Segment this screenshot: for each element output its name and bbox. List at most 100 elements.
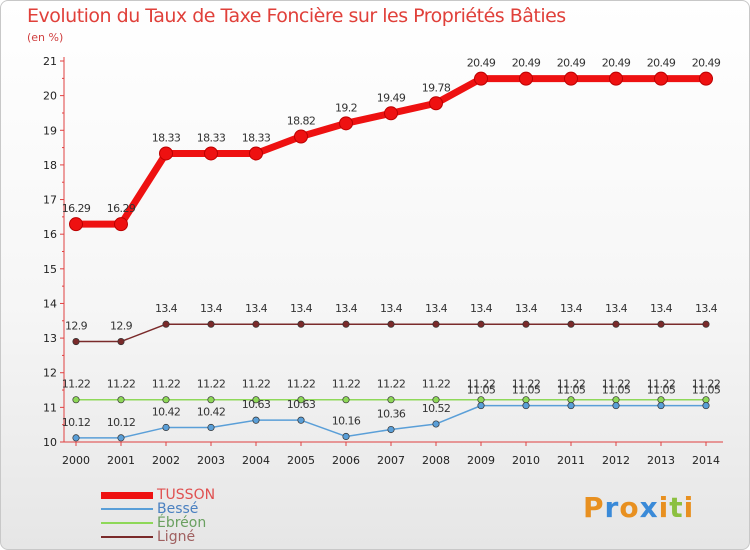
- data-point: [297, 416, 305, 424]
- data-point: [252, 396, 260, 404]
- data-point: [297, 396, 305, 404]
- data-label: 13.4: [695, 302, 718, 315]
- data-label: 10.63: [242, 398, 271, 411]
- data-label: 12.9: [110, 320, 133, 333]
- data-point: [702, 402, 710, 410]
- data-label: 13.4: [335, 302, 358, 315]
- data-label: 10.36: [377, 408, 406, 421]
- x-tick-label: 2005: [287, 454, 315, 467]
- data-point: [72, 396, 80, 404]
- legend-swatch: [101, 536, 153, 538]
- data-label: 20.49: [512, 57, 541, 70]
- data-point: [657, 320, 665, 328]
- data-point: [162, 396, 170, 404]
- legend-item: Bessé: [101, 502, 198, 516]
- data-point: [567, 320, 575, 328]
- data-label: 13.4: [155, 302, 178, 315]
- data-point: [699, 71, 713, 86]
- legend-swatch: [101, 522, 153, 524]
- x-tick-label: 2011: [557, 454, 585, 467]
- x-tick-label: 2004: [242, 454, 270, 467]
- data-point: [567, 402, 575, 410]
- x-tick-label: 2002: [152, 454, 180, 467]
- data-point: [612, 402, 620, 410]
- data-label: 13.4: [245, 302, 268, 315]
- data-label: 13.4: [290, 302, 313, 315]
- x-tick-label: 2001: [107, 454, 135, 467]
- x-tick-label: 2010: [512, 454, 540, 467]
- data-point: [72, 434, 80, 442]
- logo-letter: x: [639, 491, 659, 524]
- data-point: [252, 320, 260, 328]
- data-label: 10.52: [422, 402, 451, 415]
- data-label: 11.22: [242, 378, 271, 391]
- data-point: [519, 71, 533, 86]
- x-tick-label: 2013: [647, 454, 675, 467]
- data-label: 16.29: [107, 202, 136, 215]
- data-point: [207, 320, 215, 328]
- data-label: 10.63: [287, 398, 316, 411]
- data-label: 13.4: [560, 302, 583, 315]
- data-point: [612, 320, 620, 328]
- data-point: [702, 396, 710, 404]
- y-tick-label: 11: [43, 401, 57, 414]
- legend-item: Ligné: [101, 530, 195, 544]
- data-label: 13.4: [650, 302, 673, 315]
- data-label: 11.22: [152, 378, 181, 391]
- data-point: [657, 402, 665, 410]
- data-point: [432, 396, 440, 404]
- data-point: [117, 434, 125, 442]
- chart-title: Evolution du Taux de Taxe Foncière sur l…: [27, 5, 566, 27]
- y-tick-label: 17: [43, 194, 57, 207]
- data-label: 11.22: [287, 378, 316, 391]
- data-label: 10.12: [62, 416, 91, 429]
- data-point: [384, 106, 398, 121]
- data-label: 11.22: [422, 378, 451, 391]
- data-point: [204, 146, 218, 161]
- data-label: 13.4: [425, 302, 448, 315]
- x-tick-label: 2014: [692, 454, 720, 467]
- data-label: 11.22: [512, 378, 541, 391]
- legend-label: Bessé: [157, 501, 199, 517]
- data-label: 20.49: [557, 57, 586, 70]
- data-label: 19.2: [335, 101, 357, 114]
- data-label: 18.33: [242, 131, 271, 144]
- data-label: 13.4: [515, 302, 538, 315]
- data-label: 19.49: [377, 91, 406, 104]
- data-point: [159, 146, 173, 161]
- logo-letter: P: [583, 491, 605, 524]
- data-point: [477, 396, 485, 404]
- logo-letter: i: [683, 491, 695, 524]
- y-tick-label: 12: [43, 367, 57, 380]
- data-label: 11.05: [647, 384, 676, 397]
- legend-swatch: [101, 508, 153, 510]
- data-point: [612, 396, 620, 404]
- data-label: 18.33: [152, 131, 181, 144]
- data-label: 10.42: [197, 405, 226, 418]
- data-point: [522, 320, 530, 328]
- data-label: 13.4: [470, 302, 493, 315]
- y-tick-label: 14: [43, 297, 57, 310]
- data-point: [609, 71, 623, 86]
- data-point: [432, 420, 440, 428]
- data-point: [522, 402, 530, 410]
- data-point: [117, 396, 125, 404]
- data-point: [387, 396, 395, 404]
- data-label: 11.22: [602, 378, 631, 391]
- data-label: 11.05: [692, 384, 721, 397]
- data-point: [162, 423, 170, 432]
- legend-label: TUSSON: [157, 487, 216, 503]
- data-point: [477, 320, 485, 328]
- data-label: 11.22: [467, 378, 496, 391]
- y-tick-label: 16: [43, 228, 57, 241]
- data-label: 11.05: [512, 384, 541, 397]
- legend-swatch: [101, 491, 153, 499]
- data-point: [114, 217, 128, 232]
- data-point: [297, 320, 305, 328]
- data-label: 11.05: [557, 384, 586, 397]
- data-label: 11.22: [62, 378, 91, 391]
- legend-label: Ligné: [157, 529, 196, 545]
- y-tick-label: 21: [43, 55, 57, 68]
- legend-item: TUSSON: [101, 488, 215, 502]
- data-label: 11.22: [197, 378, 226, 391]
